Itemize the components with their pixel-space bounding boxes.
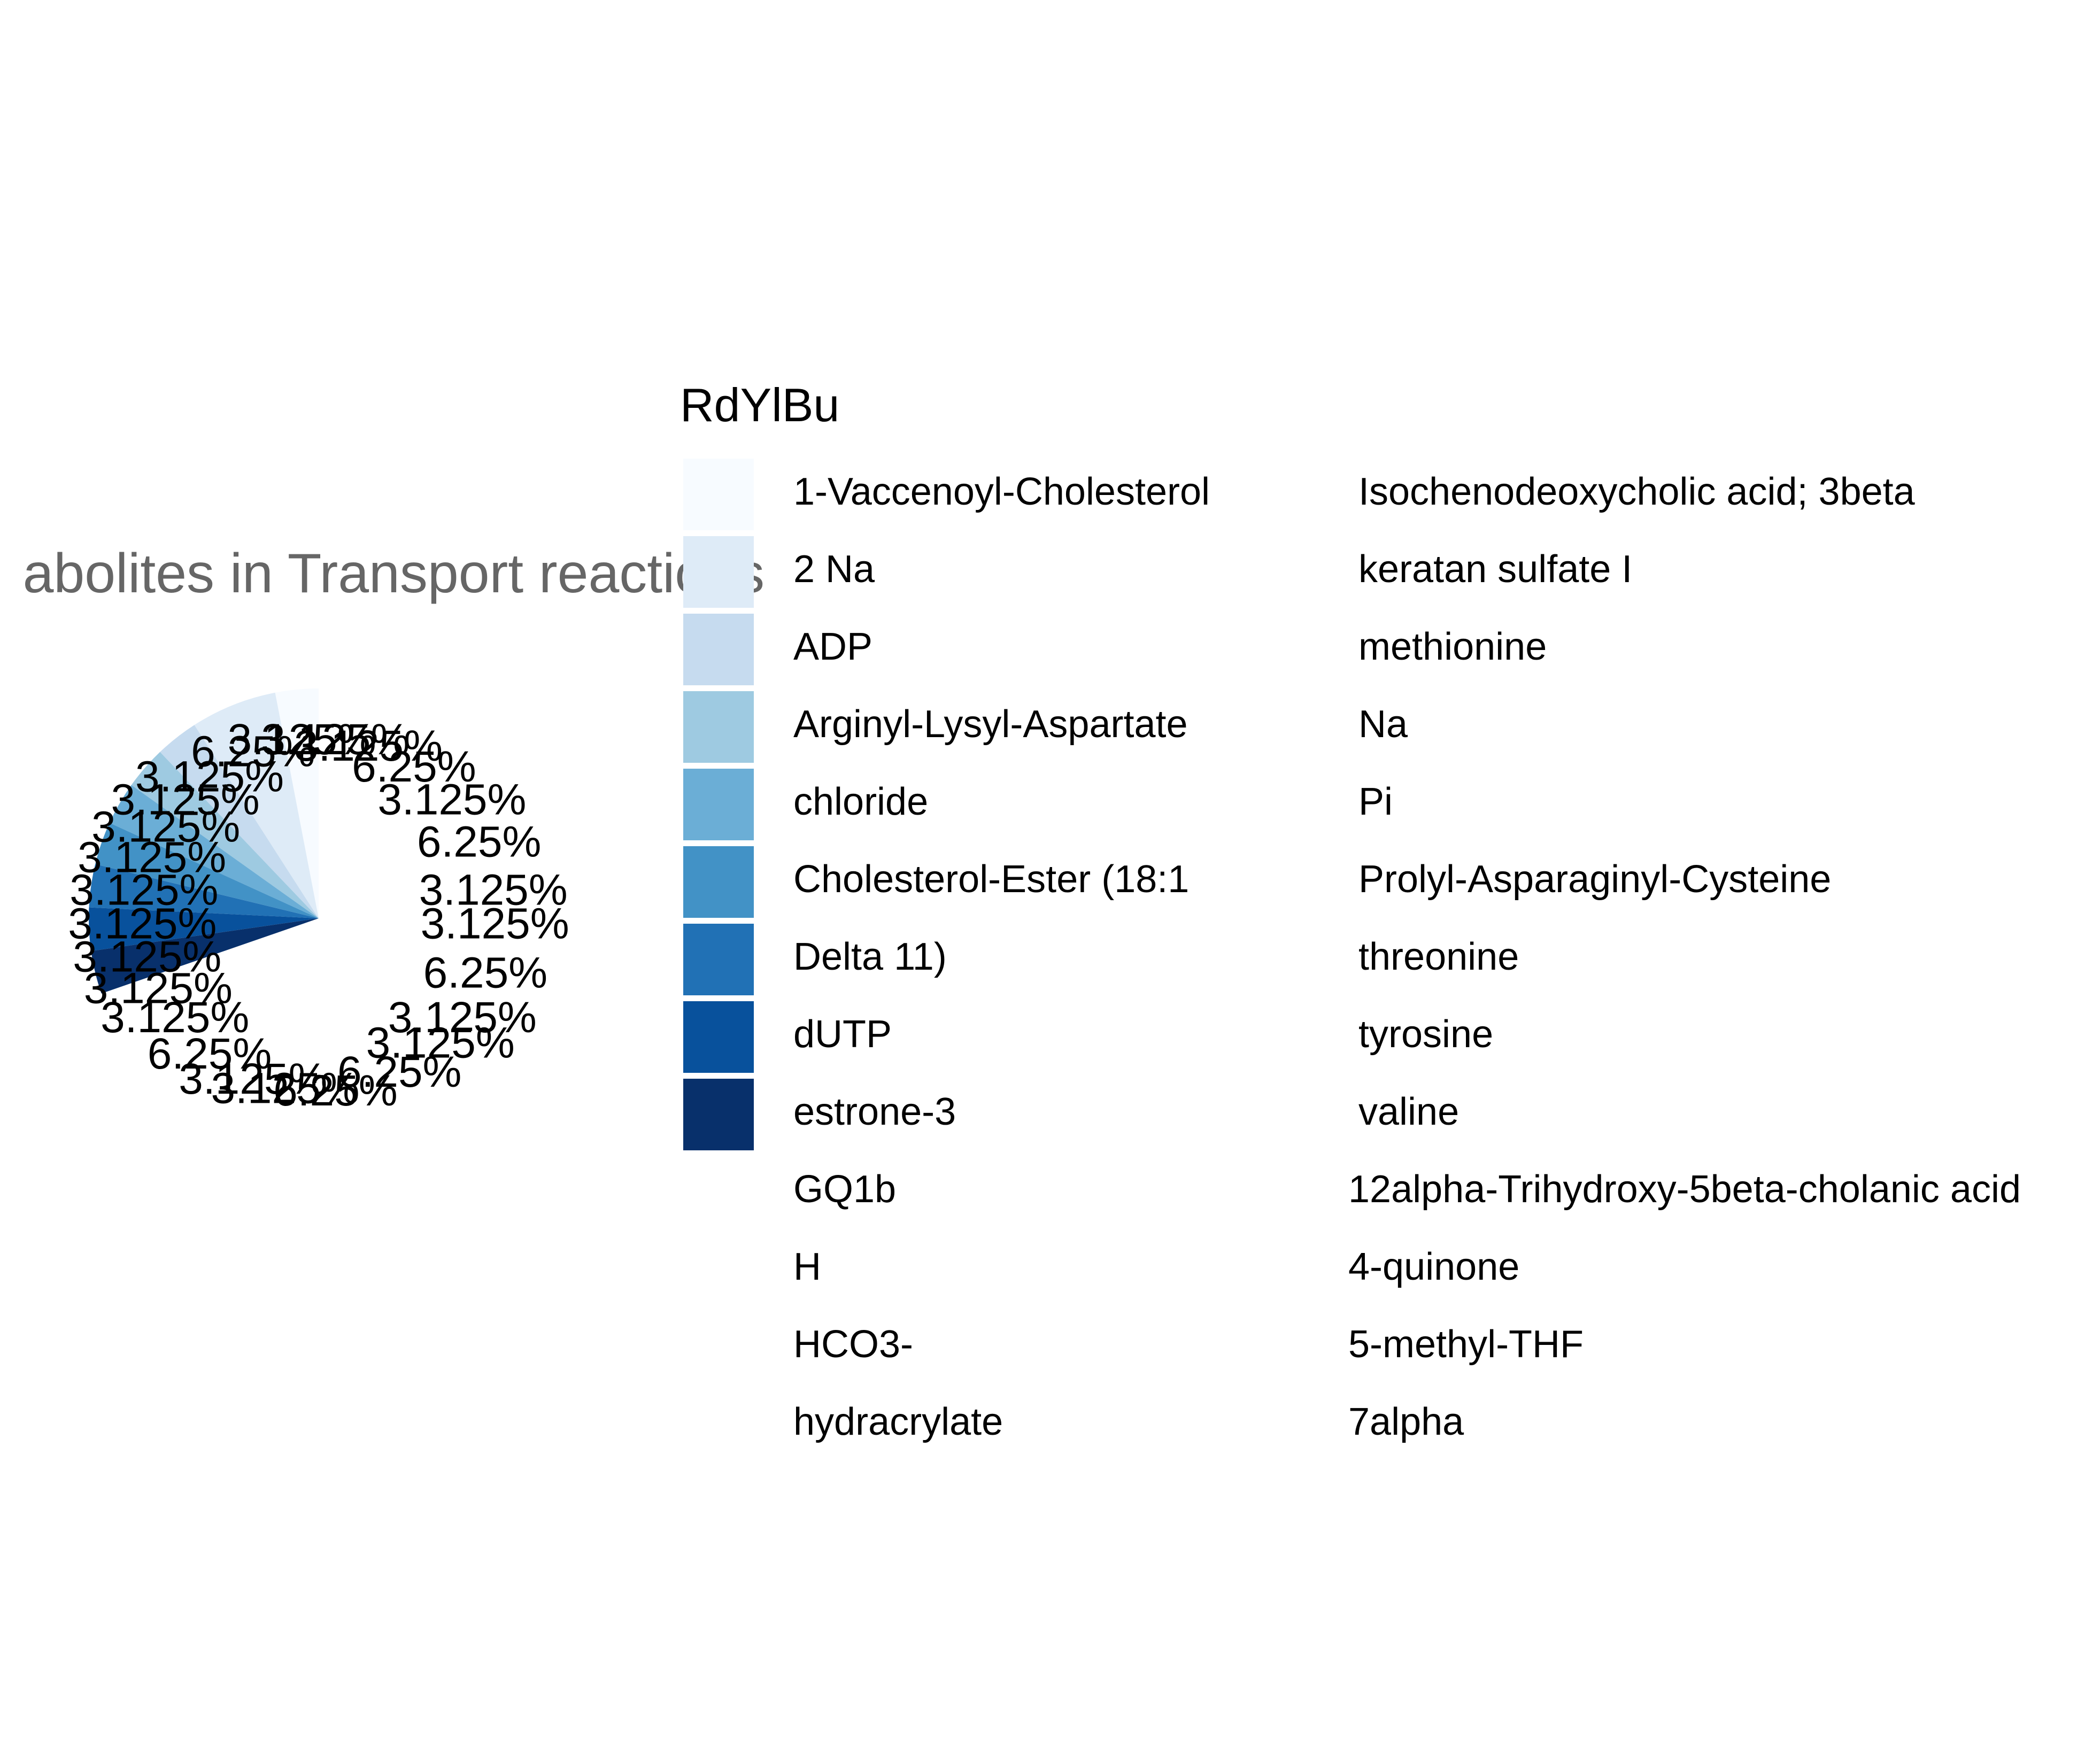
pie-slice [160,725,319,918]
pie-slice [275,688,319,918]
legend-label: dUTP [793,1013,892,1056]
pie-slice-label: 3.125% [78,833,226,882]
pie-slice [95,823,319,918]
pie-slice [88,907,319,951]
pie-slices [88,688,319,994]
pie-slice-label: 3.125% [366,1018,515,1067]
legend-label: 7alpha [1348,1401,1464,1443]
legend-label: Cholesterol-Ester (18:1 [793,858,1189,901]
legend-label: HCO3- [793,1323,913,1366]
pie-slice-label: 3.125% [419,866,568,915]
legend-label: threonine [1358,935,1519,978]
legend-label: Delta 11) [793,935,947,978]
pie-slice-label: 3.125% [135,752,284,801]
pie-slice-label: 6.25% [417,818,542,866]
legend-key [683,536,754,608]
legend-label: 4-quinone [1348,1245,1519,1288]
pie-slice-label: 3.125% [91,803,240,852]
pie-slice-labels: 3.125%6.25%3.125%3.125%3.125%3.125%3.125… [68,715,569,1115]
pie-slice-label: 3.125% [294,722,443,770]
pie-slice-label: 6.25% [352,742,476,791]
legend-label: Arginyl-Lysyl-Aspartate [793,703,1188,746]
legend-label: hydracrylate [793,1401,1003,1443]
pie-slice [194,692,319,918]
legend-key [683,924,754,995]
pie-slice-label: 6.25% [337,1048,462,1096]
pie-slice-label: 3.125% [70,866,218,915]
legend-key [683,691,754,763]
legend-label: 12alpha-Trihydroxy-5beta-cholanic acid [1348,1168,2021,1211]
pie-slice [131,752,319,918]
pie-slice-label: 6.25% [423,949,548,997]
pie-slice-label: 3.125% [211,1064,359,1113]
legend-key [683,1079,754,1150]
pie-slice-label: 3.125% [261,715,410,764]
legend-labels: 1-Vaccenoyl-Cholesterol 2 Na ADP Arginyl-Ly… [793,470,2021,1443]
legend-label: valine [1358,1090,1459,1133]
legend: RdYlBu 1-Vaccenoyl-Cholesterol 2 Na ADP Arg… [680,378,2021,1443]
legend-label: Isochenodeoxycholic acid; 3beta [1358,470,1916,513]
pie-slice-label: 6.25% [148,1030,272,1078]
pie-slice-label: 6.25% [273,1066,398,1115]
legend-key [683,769,754,840]
legend-label: Na [1358,703,1408,746]
pie-slice-label: 3.125% [111,776,260,824]
legend-label: keratan sulfate I [1358,548,1632,591]
legend-label: Pi [1358,780,1393,823]
legend-label: ADP [793,625,872,668]
legend-label: H [793,1245,821,1288]
legend-label: chloride [793,780,928,823]
pie-slice-label: 3.125% [101,993,249,1042]
legend-label: 2 Na [793,548,875,591]
legend-title: RdYlBu [680,378,839,431]
pie-slice [89,864,319,918]
pie-slice-label: 3.125% [377,776,526,824]
pie-slice-label: 3.125% [388,993,537,1042]
legend-keys [683,459,754,1150]
pie-slice-label: 3.125% [73,932,221,981]
legend-label: GQ1b [793,1168,896,1211]
legend-key [683,1001,754,1073]
pie-slice [109,785,319,918]
pie-slice-label: 6.25% [191,727,315,776]
legend-label: tyrosine [1358,1013,1493,1056]
legend-label: 1-Vaccenoyl-Cholesterol [793,470,1210,513]
pie-slice-label: 3.125% [421,899,569,948]
legend-label: Prolyl-Asparaginyl-Cysteine [1358,858,1831,901]
pie-slice [91,918,319,994]
legend-label: 5-methyl-THF [1348,1323,1584,1366]
legend-key [683,459,754,530]
legend-label: methionine [1358,625,1547,668]
chart-title: abolites in Transport reactions [23,543,764,605]
pie-slice-label: 3.125% [84,964,233,1013]
legend-key [683,614,754,685]
pie-slice-label: 3.125% [68,899,217,948]
legend-key [683,846,754,918]
pie-slice-label: 3.125% [228,715,376,764]
legend-label: estrone-3 [793,1090,956,1133]
pie-slice-label: 3.125% [179,1055,327,1103]
